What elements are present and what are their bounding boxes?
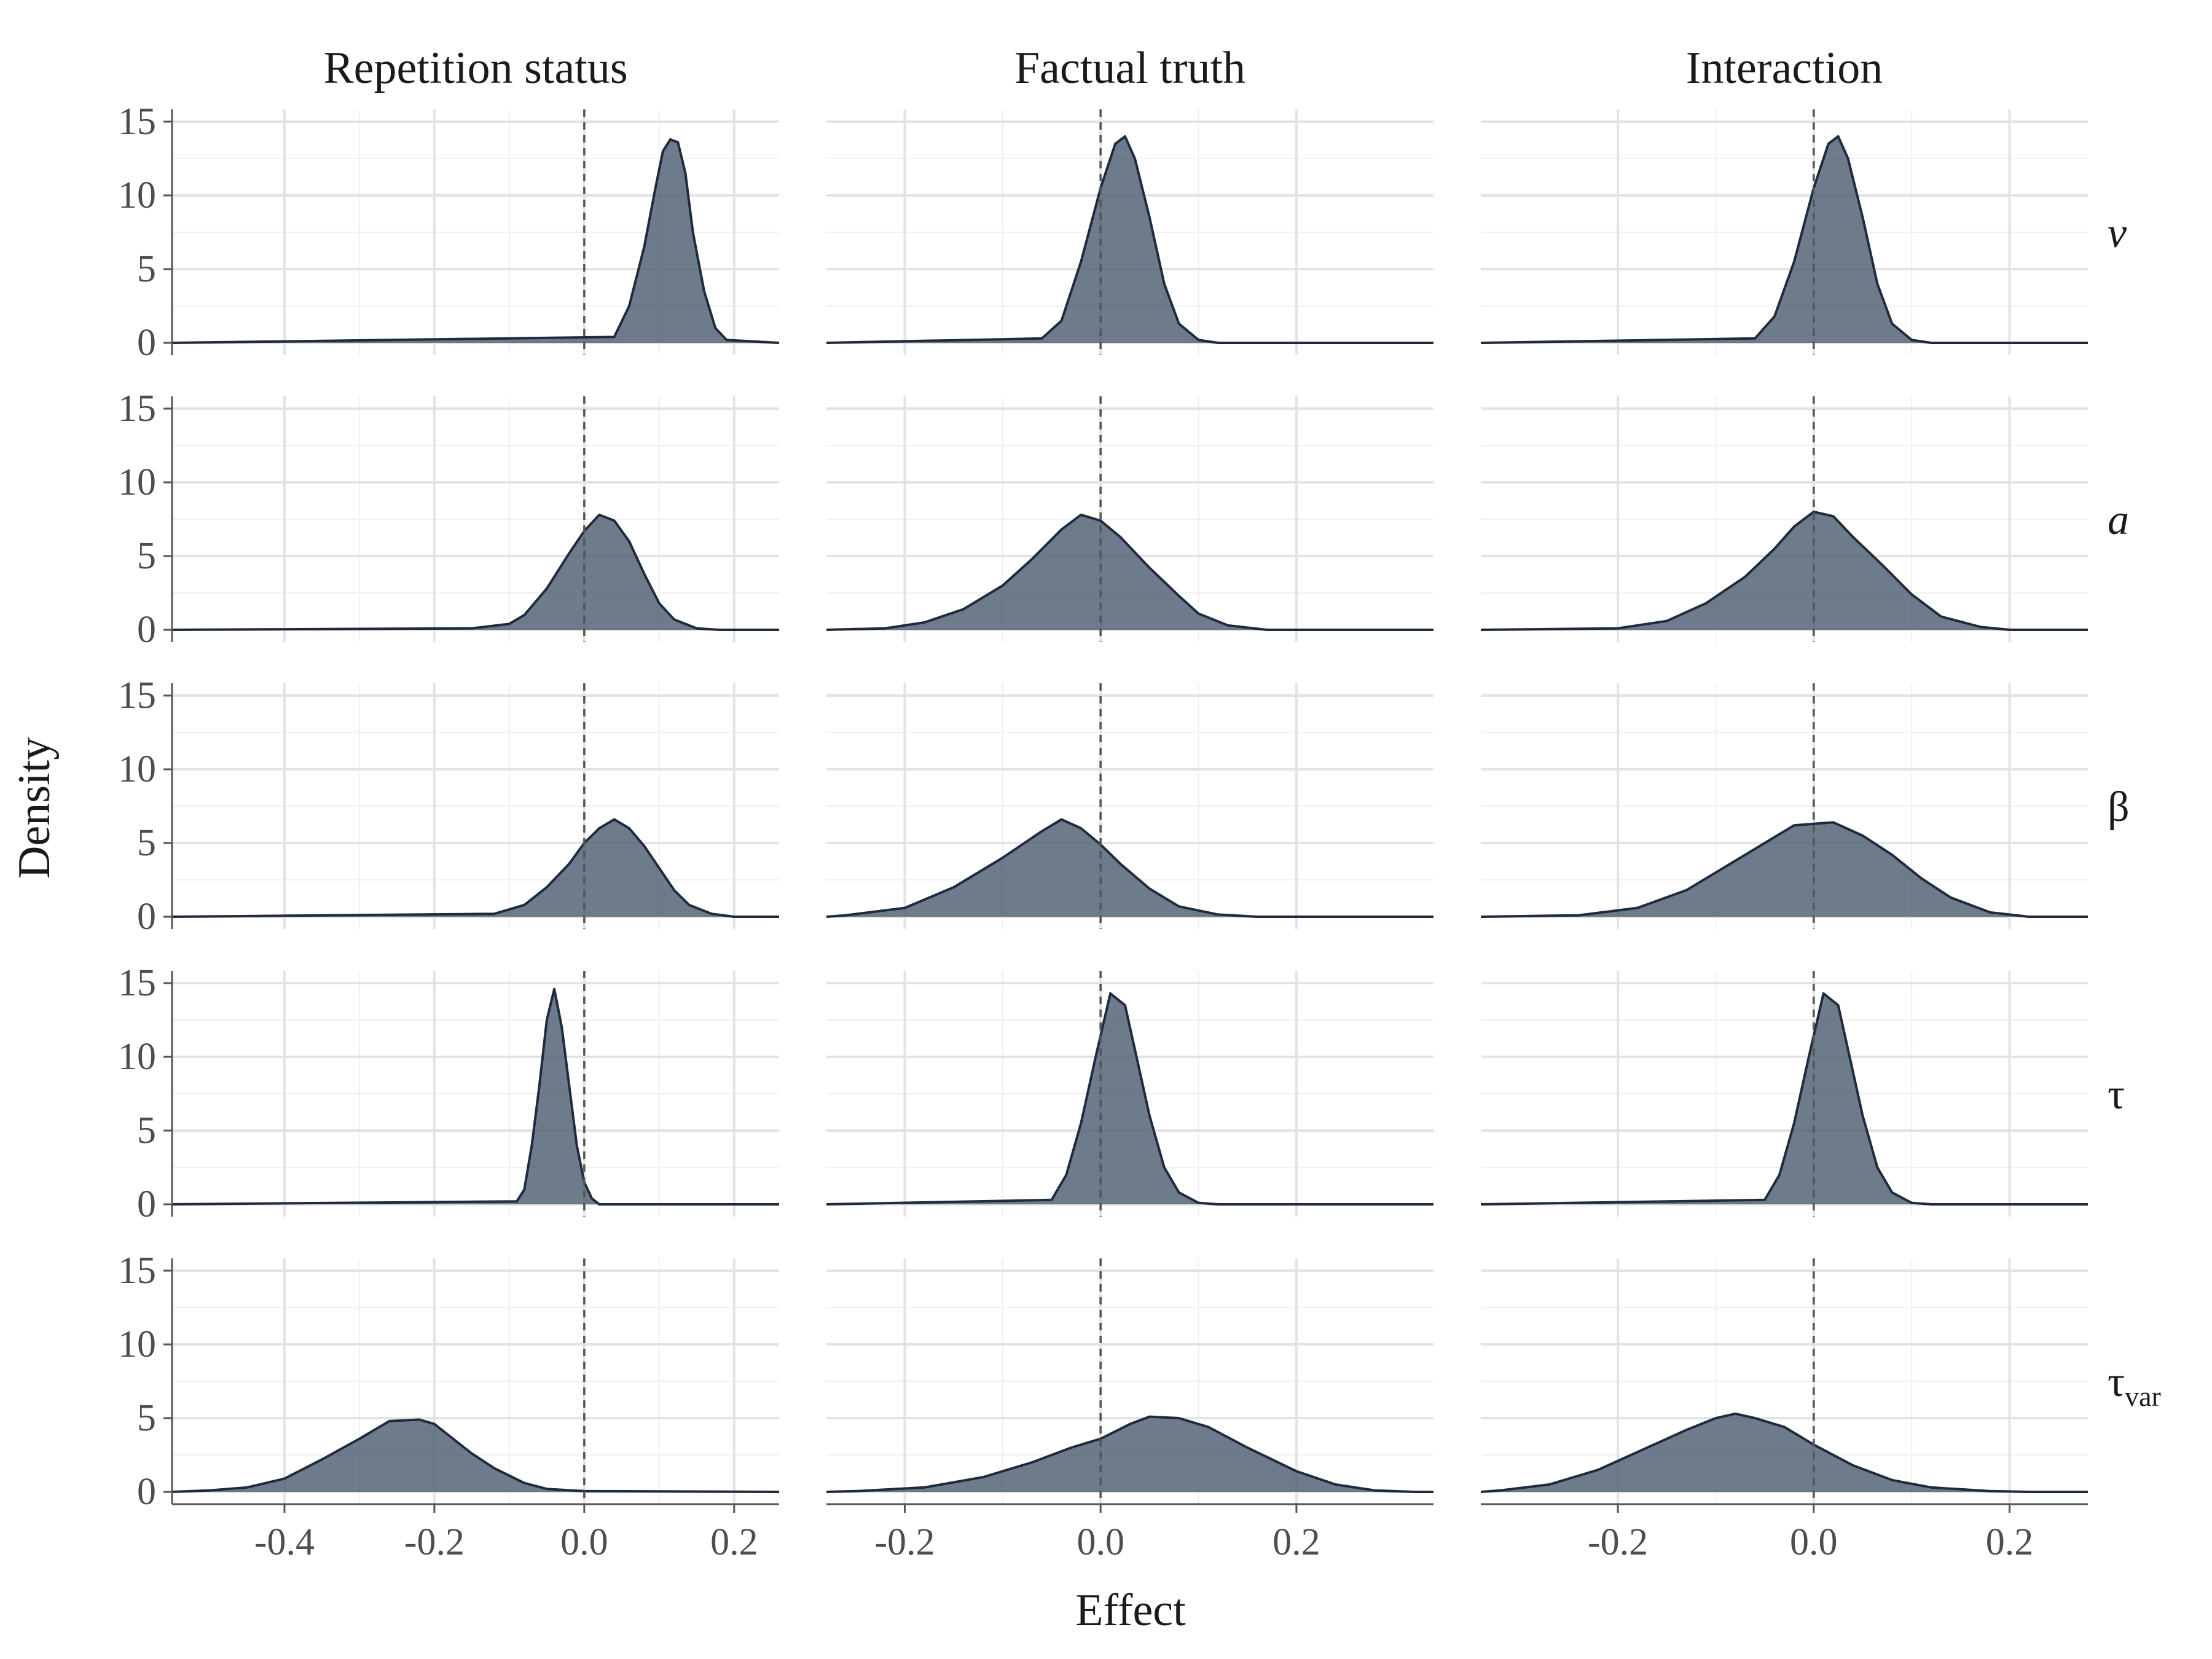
density-curve: [171, 987, 779, 1206]
density-curve: [1480, 511, 2088, 631]
label-layer: 0 5 10 15 0 5 10 15 0 5 10 15 0 5 10 15 0 5 10 15 -0.4 -0.2 0.…: [118, 43, 2161, 1563]
y-tick-label: 5: [137, 535, 156, 577]
density-curve: [1480, 135, 2088, 344]
density-curve: [826, 135, 1433, 344]
density-area: [1481, 136, 2088, 343]
density-area: [1481, 1413, 2088, 1492]
y-tick-label: 5: [137, 1397, 156, 1439]
column-strip-label: Repetition status: [323, 43, 627, 93]
x-tick-label: 0.2: [710, 1521, 758, 1563]
density-area: [826, 819, 1433, 917]
density-curve: [171, 138, 780, 344]
density-curve: [171, 1418, 780, 1493]
density-curve: [171, 818, 779, 918]
density-curve: [1480, 1412, 2088, 1493]
column-strip-label: Factual truth: [1014, 43, 1245, 93]
x-tick-label: 0.0: [1790, 1521, 1838, 1563]
density-area: [826, 136, 1433, 343]
row-strip-label: a: [2108, 496, 2129, 544]
y-tick-label: 5: [137, 248, 156, 290]
density-curve: [171, 513, 779, 631]
x-tick-label: -0.2: [1588, 1521, 1648, 1563]
density-area: [172, 139, 779, 343]
density-curve: [826, 1415, 1433, 1493]
row-strip-label: τ: [2108, 1071, 2125, 1118]
y-tick-label: 10: [118, 461, 156, 503]
x-tick-label: -0.2: [404, 1521, 465, 1563]
y-tick-label: 0: [137, 1471, 156, 1513]
density-area: [172, 514, 779, 630]
y-tick-label: 15: [118, 675, 156, 716]
density-area: [172, 819, 779, 917]
density-area: [1481, 993, 2088, 1204]
y-tick-label: 15: [118, 388, 156, 429]
y-tick-label: 10: [118, 175, 156, 216]
y-tick-label: 0: [137, 1183, 156, 1225]
density-area: [826, 1416, 1433, 1492]
row-strip-subscript: var: [2125, 1381, 2161, 1412]
axis-layer: [163, 109, 2088, 1513]
density-area: [1481, 512, 2088, 630]
y-axis-title: Density: [9, 737, 60, 879]
density-curve: [826, 513, 1433, 631]
y-tick-label: 10: [118, 748, 156, 790]
y-tick-label: 0: [137, 322, 156, 364]
row-strip-label: v: [2108, 210, 2127, 257]
x-tick-label: 0.2: [1273, 1521, 1320, 1563]
y-tick-label: 15: [118, 962, 156, 1004]
y-tick-label: 15: [118, 1250, 156, 1292]
y-tick-label: 5: [137, 1110, 156, 1151]
y-tick-label: 10: [118, 1324, 156, 1365]
density-curve: [826, 992, 1433, 1206]
mark-layer: [171, 109, 2088, 1504]
column-strip-label: Interaction: [1686, 43, 1883, 93]
density-area: [826, 993, 1433, 1204]
density-area: [1481, 822, 2088, 917]
row-strip-label: β: [2108, 783, 2130, 831]
y-tick-label: 0: [137, 896, 156, 938]
x-tick-label: -0.4: [254, 1521, 315, 1563]
x-tick-label: 0.0: [560, 1521, 608, 1563]
y-tick-label: 15: [118, 101, 156, 143]
y-tick-label: 0: [137, 609, 156, 651]
x-tick-label: 0.2: [1986, 1521, 2034, 1563]
density-area: [826, 514, 1433, 630]
x-axis-title: Effect: [1075, 1585, 1186, 1636]
density-area: [172, 989, 779, 1204]
y-tick-label: 5: [137, 822, 156, 864]
y-tick-label: 10: [118, 1036, 156, 1078]
density-curve: [826, 818, 1433, 918]
x-tick-label: 0.0: [1077, 1521, 1124, 1563]
x-tick-label: -0.2: [874, 1521, 935, 1563]
row-strip-label: τvar: [2108, 1359, 2161, 1412]
density-area: [172, 1419, 779, 1492]
density-curve: [1480, 821, 2088, 918]
density-curve: [1480, 992, 2088, 1206]
